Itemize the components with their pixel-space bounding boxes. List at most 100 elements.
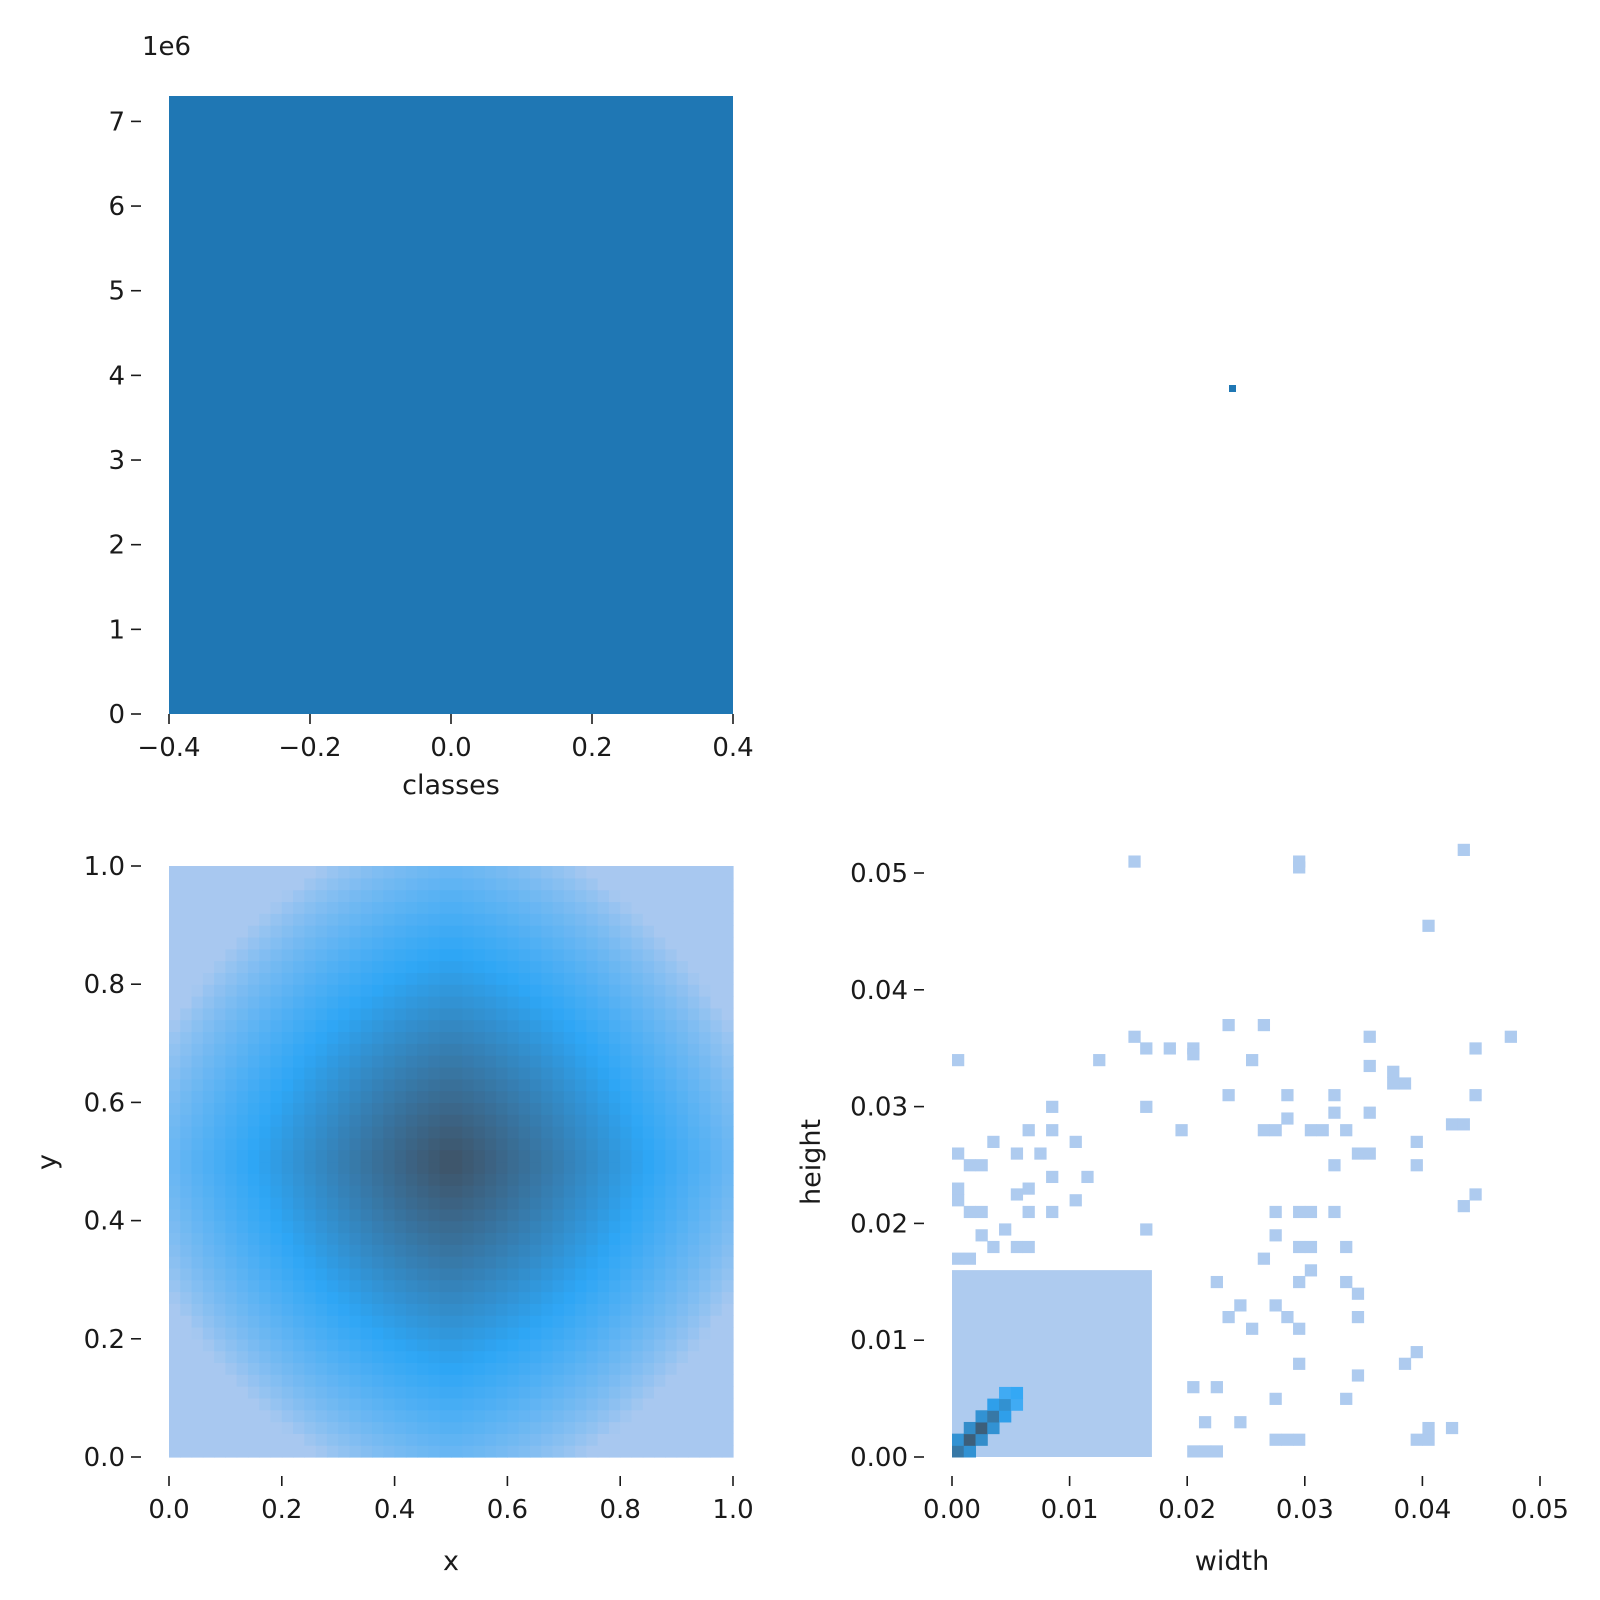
xy-heatmap-cell	[575, 1291, 587, 1304]
xy-heatmap-cell	[247, 1066, 260, 1080]
wh-heatmap-cell	[975, 1229, 988, 1242]
xy-heatmap-cell	[202, 1031, 215, 1044]
xy-heatmap-cell	[247, 1445, 260, 1458]
classes-bars	[169, 96, 733, 714]
xy-heatmap-cell	[259, 1114, 272, 1127]
xy-heatmap-cell	[214, 996, 226, 1009]
xy-heatmap-cell	[721, 1267, 734, 1281]
xy-heatmap-cell	[620, 1338, 633, 1352]
xy-heatmap-cell	[631, 1232, 644, 1245]
xy-heatmap-cell	[225, 1409, 238, 1423]
xy-heatmap-cell	[405, 984, 418, 997]
xy-heatmap-cell	[473, 1161, 486, 1174]
xy-heatmap-cell	[247, 925, 260, 938]
xy-heatmap-cell	[247, 1173, 260, 1186]
xy-heatmap-cell	[169, 1244, 181, 1257]
xy-heatmap-cell	[586, 1421, 599, 1434]
xy-heatmap-cell	[541, 1445, 554, 1458]
xy-heatmap-cell	[687, 1208, 700, 1222]
xy-heatmap-cell	[710, 1374, 723, 1387]
xy-heatmap-cell	[247, 1303, 260, 1316]
xy-heatmap-cell	[496, 1338, 508, 1352]
xy-heatmap-cell	[575, 1303, 587, 1316]
wh-heatmap-cell	[1257, 1019, 1271, 1032]
xy-heatmap-cell	[541, 1173, 554, 1186]
xy-heatmap-cell	[721, 1256, 734, 1269]
xy-heatmap-cell	[586, 1007, 599, 1021]
xy-heatmap-cell	[665, 1409, 678, 1423]
xy-heatmap-cell	[417, 1078, 430, 1092]
xy-heatmap-cell	[236, 1055, 249, 1068]
xy-heatmap-cell	[586, 1055, 599, 1068]
xy-heatmap-cell	[293, 1303, 305, 1316]
xy-heatmap-cell	[169, 1445, 181, 1458]
xy-heatmap-cell	[281, 1055, 294, 1068]
xy-heatmap-cell	[586, 913, 599, 926]
xy-heatmap-cells	[169, 866, 734, 1458]
xy-heatmap-cell	[383, 1244, 396, 1257]
xy-heatmap-cell	[225, 1055, 238, 1068]
xy-heatmap-cell	[338, 1066, 351, 1080]
xy-heatmap-cell	[552, 877, 565, 891]
xy-heatmap-cell	[326, 1256, 339, 1269]
xy-heatmap-cell	[631, 1433, 644, 1446]
xy-heatmap-cell	[518, 1055, 531, 1068]
x-axis-label: x	[443, 1546, 459, 1577]
wh-y-tick-label: 0.01	[850, 1326, 908, 1356]
xy-heatmap-cell	[169, 1397, 181, 1411]
xy-heatmap-cell	[259, 984, 272, 997]
wh-heatmap-cell	[963, 1252, 977, 1265]
xy-heatmap-cell	[507, 889, 520, 903]
xy-heatmap-cell	[349, 1409, 362, 1423]
xy-heatmap-cell	[439, 913, 452, 926]
xy-heatmap-cell	[496, 1007, 508, 1021]
xy-heatmap-cell	[247, 1019, 260, 1033]
xy-heatmap-cell	[451, 1338, 463, 1352]
xy-heatmap-cell	[721, 1007, 734, 1021]
xy-heatmap-cell	[676, 1208, 689, 1222]
xy-heatmap-cell	[180, 936, 193, 950]
xy-heatmap-cell	[541, 1256, 554, 1269]
classes-bar	[169, 96, 733, 714]
xy-heatmap-cell	[225, 1244, 238, 1257]
xy-heatmap-cell	[270, 1232, 283, 1245]
xy-heatmap-cell	[338, 1220, 351, 1234]
xy-heatmap-cell	[315, 1433, 328, 1446]
xy-heatmap-cell	[620, 1362, 633, 1375]
xy-heatmap-cell	[586, 1043, 599, 1056]
xy-heatmap-cell	[349, 1303, 362, 1316]
xy-heatmap-cell	[529, 1126, 542, 1139]
xy-heatmap-cell	[394, 1397, 407, 1411]
xy-heatmap-cell	[484, 1421, 497, 1434]
xy-heatmap-cell	[710, 1220, 723, 1234]
xy-heatmap-cell	[270, 1161, 283, 1174]
xy-heatmap-cell	[552, 1362, 565, 1375]
xy-heatmap-cell	[608, 1362, 621, 1375]
wh-heatmap-cell	[963, 1421, 977, 1435]
xy-heatmap-cell	[383, 1232, 396, 1245]
xy-heatmap-cell	[563, 936, 576, 950]
xy-heatmap-cell	[169, 866, 181, 879]
xy-heatmap-cell	[665, 1421, 678, 1434]
xy-heatmap-cell	[586, 925, 599, 938]
xy-heatmap-cell	[597, 1433, 610, 1446]
xy-heatmap-cell	[405, 1291, 418, 1304]
xy-heatmap-cell	[620, 960, 633, 973]
xy-heatmap-cell	[439, 1409, 452, 1423]
xy-heatmap-cell	[496, 984, 508, 997]
xy-heatmap-cell	[541, 1043, 554, 1056]
xy-heatmap-cell	[462, 1291, 475, 1304]
xy-heatmap-cell	[687, 1303, 700, 1316]
xy-heatmap-cell	[293, 901, 305, 914]
xy-heatmap-cell	[451, 889, 463, 903]
xy-heatmap-cell	[270, 1114, 283, 1127]
xy-heatmap-cell	[518, 1433, 531, 1446]
wh-heatmap-cell	[1293, 861, 1306, 874]
wh-heatmap-cell	[1422, 919, 1435, 932]
xy-heatmap-cell	[676, 1055, 689, 1068]
xy-heatmap-cell	[247, 1315, 260, 1328]
xy-heatmap-cell	[462, 1185, 475, 1198]
xy-heatmap-cell	[383, 1303, 396, 1316]
xy-heatmap-cell	[326, 1185, 339, 1198]
xy-heatmap-cell	[462, 1279, 475, 1293]
